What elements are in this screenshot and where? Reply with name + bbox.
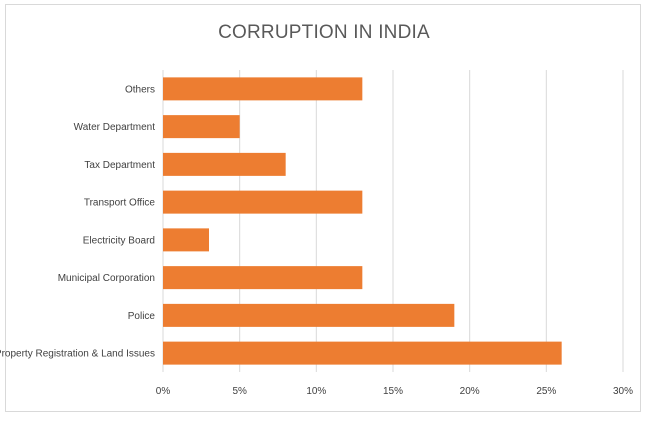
category-label: Property Registration & Land Issues bbox=[0, 349, 155, 360]
x-tick-label: 25% bbox=[536, 386, 556, 397]
x-tick-label: 0% bbox=[156, 386, 171, 397]
x-tick-label: 20% bbox=[460, 386, 480, 397]
bar bbox=[163, 152, 286, 176]
bars bbox=[163, 77, 562, 365]
category-label: Tax Department bbox=[84, 160, 155, 171]
bar bbox=[163, 115, 240, 139]
bar bbox=[163, 77, 363, 101]
x-tick-label: 5% bbox=[232, 386, 247, 397]
category-labels: Property Registration & Land Issues Polic… bbox=[0, 84, 155, 359]
bar bbox=[163, 341, 562, 365]
x-tick-label: 15% bbox=[383, 386, 403, 397]
bar bbox=[163, 266, 363, 290]
category-label: Police bbox=[128, 311, 156, 322]
x-tick-label: 10% bbox=[306, 386, 326, 397]
category-label: Others bbox=[125, 84, 155, 95]
category-label: Municipal Corporation bbox=[58, 273, 155, 284]
tick-labels: 0% 5% 10% 15% 20% 25% 30% bbox=[156, 386, 633, 397]
bar bbox=[163, 190, 363, 214]
chart-title: CORRUPTION IN INDIA bbox=[218, 22, 430, 43]
category-label: Electricity Board bbox=[83, 235, 155, 246]
bar bbox=[163, 228, 209, 252]
category-label: Transport Office bbox=[84, 198, 156, 209]
bar bbox=[163, 303, 455, 327]
category-label: Water Department bbox=[74, 122, 156, 133]
x-tick-label: 30% bbox=[613, 386, 633, 397]
